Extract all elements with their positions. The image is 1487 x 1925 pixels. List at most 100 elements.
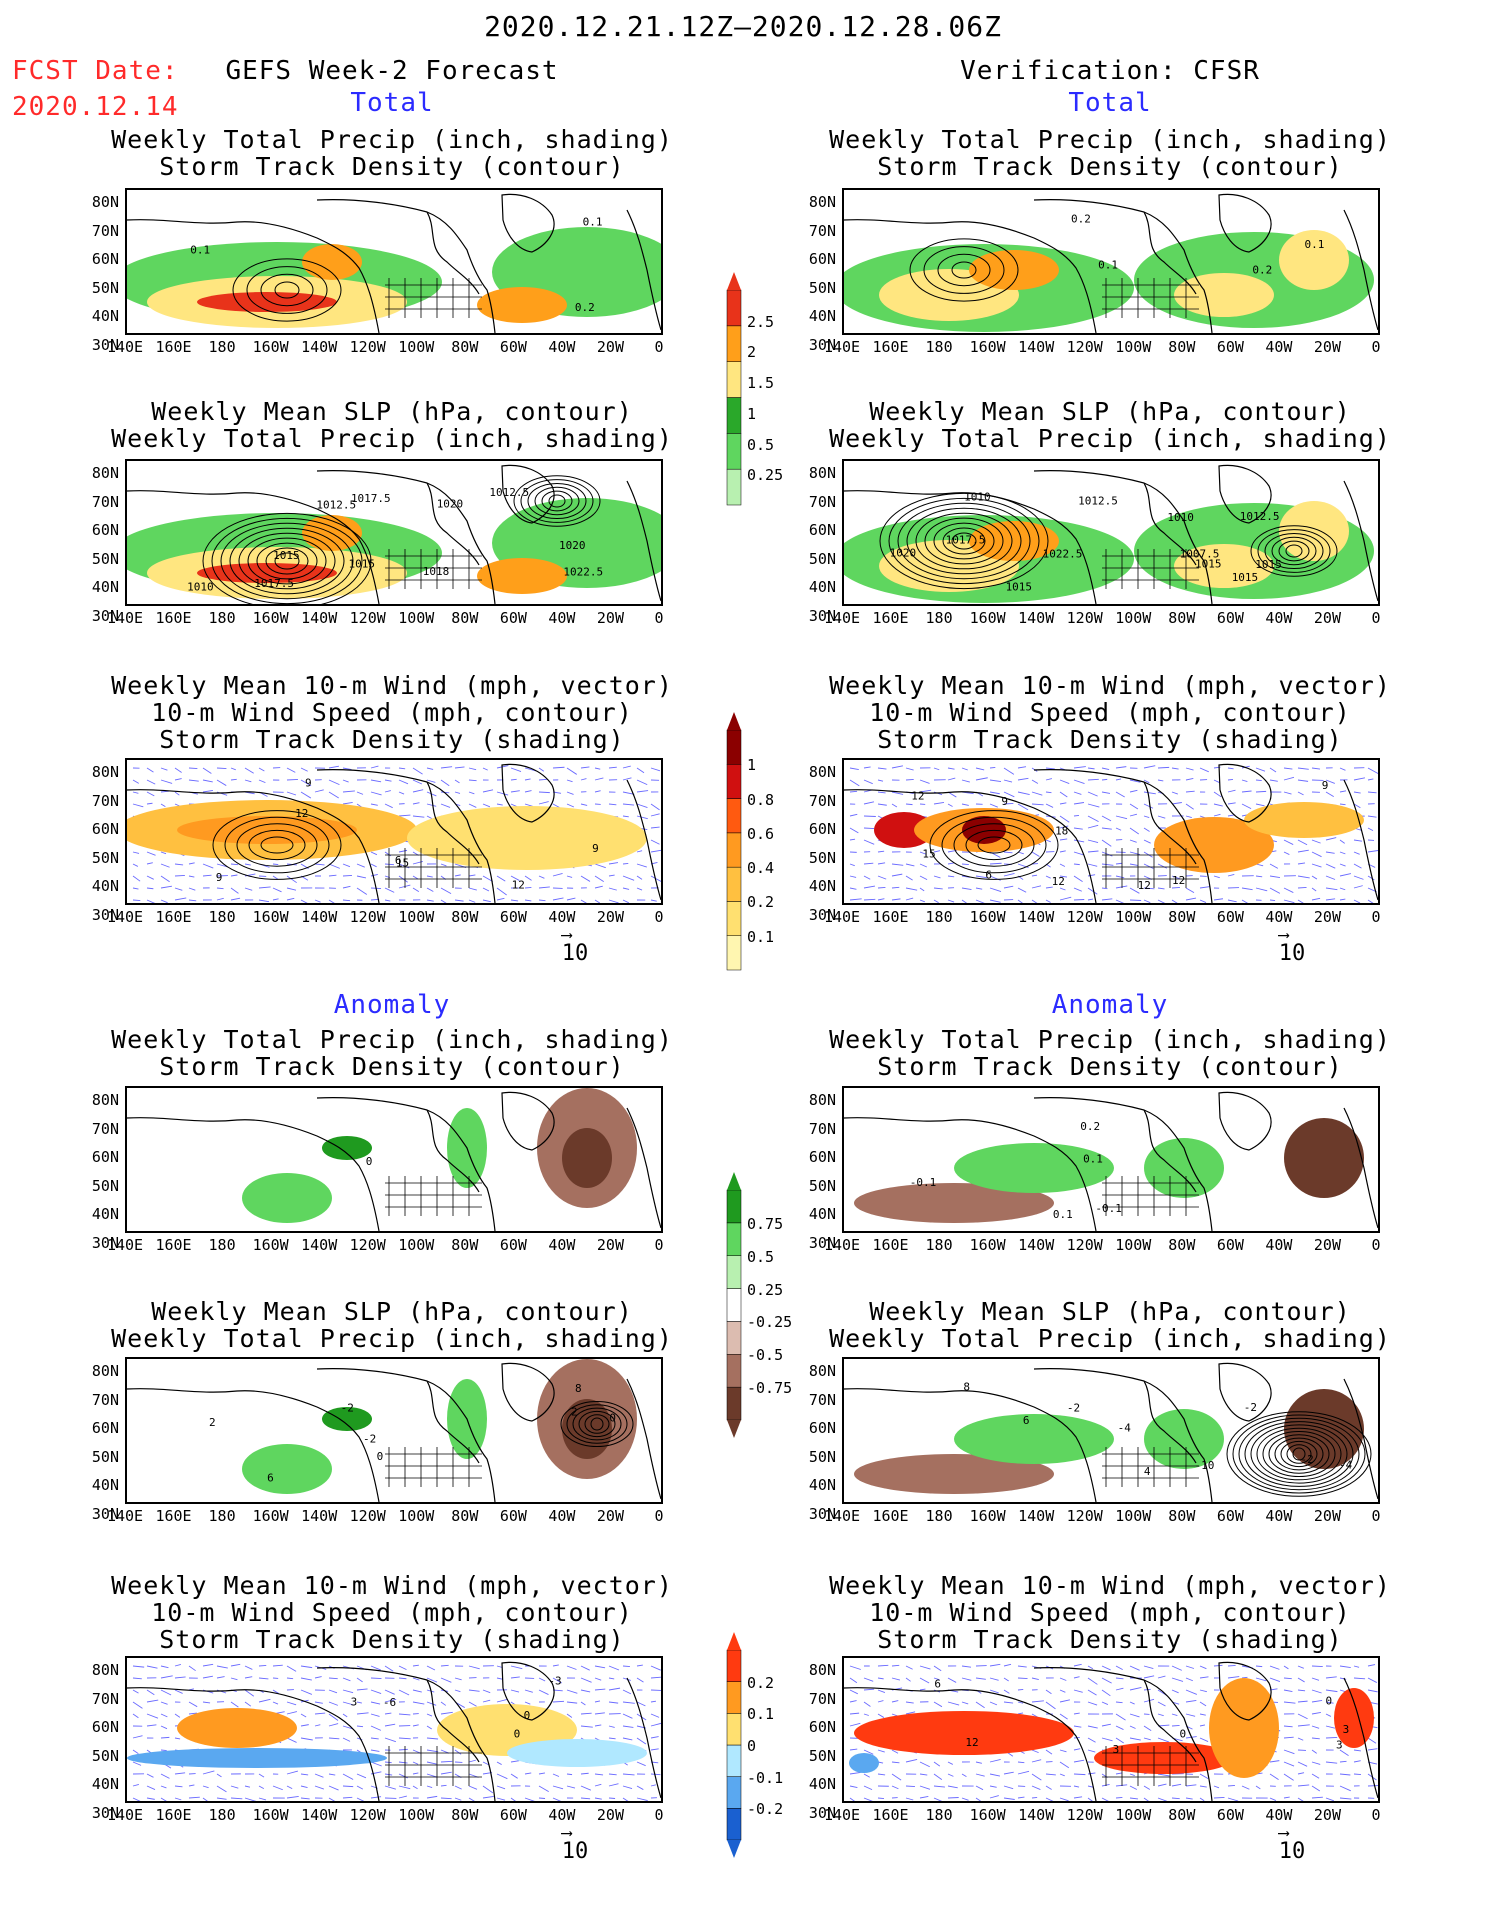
coastline (844, 1091, 1378, 1231)
precip-core-atlantic (1174, 273, 1274, 317)
lon-tick-label: 180 (208, 338, 236, 356)
lat-tick-label: 80N (808, 1661, 836, 1679)
storm-track-atlantic (1154, 817, 1274, 873)
contour-lines (202, 512, 372, 604)
lon-tick-label: 120W (1066, 1507, 1103, 1525)
contour-label: 6 (395, 854, 402, 867)
lon-tick-label: 40W (1265, 1236, 1293, 1254)
lon-tick-label: 120W (349, 609, 386, 627)
map-panel: 0.1 0.2 0.1 0.2 (842, 188, 1380, 335)
lon-tick-label: 140E (823, 609, 861, 627)
contour-label: -4 (1339, 1459, 1353, 1472)
contour-label: 1022.5 (563, 565, 603, 578)
lat-tick-label: 70N (91, 1689, 119, 1708)
colorbar-max-arrow (727, 712, 741, 730)
lat-tick-label: 50N (808, 1746, 836, 1765)
contour-label: 1015 (1195, 557, 1222, 570)
lon-tick-label: 80W (451, 908, 479, 926)
contour-label: 1017.5 (946, 533, 986, 546)
map-canvas: -4 -2 -10 6 -4 -2 8 4 -2 (844, 1362, 1378, 1502)
lon-tick-label: 160E (155, 1507, 192, 1525)
panel-title-line: Weekly Total Precip (inch, shading) (111, 1324, 673, 1353)
lon-tick-label: 180 (208, 1236, 236, 1254)
colorbar-label: 0.4 (747, 859, 775, 878)
lat-tick-label: 30N (91, 335, 119, 354)
lon-tick-label: 160W (252, 609, 289, 627)
lon-tick-label: 40W (1265, 1507, 1293, 1525)
storm-track-atlantic (407, 806, 647, 870)
contour-label: 8 (963, 1380, 970, 1393)
storm-deficit-atlantic (507, 1739, 647, 1767)
panel-title-line: Weekly Total Precip (inch, shading) (111, 125, 673, 154)
lat-tick-label: 40N (91, 578, 119, 596)
lat-tick-label: 60N (808, 1718, 836, 1736)
contour-label: 1022.5 (1043, 547, 1083, 560)
lon-tick-label: 160W (969, 908, 1006, 926)
colorbar-swatch (726, 1713, 742, 1746)
panel-title-line: Weekly Total Precip (inch, shading) (111, 1025, 673, 1054)
period-title: 2020.12.21.12Z—2020.12.28.06Z (484, 10, 1002, 43)
lat-tick-label: 80N (91, 1362, 119, 1380)
panel-title-line: Storm Track Density (contour) (159, 152, 625, 181)
contour-lines (232, 258, 342, 322)
lon-tick-label: 180 (925, 1507, 953, 1525)
left-column-title: GEFS Week-2 Forecast (225, 56, 559, 86)
vector-key-label: 10 (1278, 1839, 1306, 1864)
contour-label: -10 (1194, 1459, 1214, 1472)
panel-title: Weekly Total Precip (inch, shading) Storm… (111, 126, 673, 180)
lat-tick-label: 40N (808, 1775, 836, 1793)
map-panel: 1015 1017.5 1017.5 1015 1010 1012.5 1020 1020 10… (125, 459, 663, 606)
panel-title-line: 10-m Wind Speed (mph, contour) (151, 698, 633, 727)
lon-tick-label: 120W (349, 1507, 386, 1525)
lon-tick-label: 140E (823, 1507, 861, 1525)
europe-coast (1343, 779, 1378, 901)
lon-tick-label: 160E (872, 1806, 909, 1824)
lon-tick-label: 0 (1371, 1507, 1381, 1525)
precip-surplus-pacific (954, 1143, 1114, 1193)
colorbar-label: 0.1 (747, 1705, 775, 1724)
colorbar-swatch (726, 1222, 742, 1256)
lat-tick-label: 80N (91, 193, 119, 211)
precip-core-north-atlantic (1279, 501, 1349, 561)
contour-label: 0.1 (190, 243, 210, 256)
lat-tick-label: 40N (91, 1775, 119, 1793)
contour-label: 1012.5 (316, 499, 356, 512)
hudson-bay (426, 1380, 480, 1464)
contour-label: 6 (1023, 1414, 1030, 1427)
lon-tick-label: 180 (925, 1236, 953, 1254)
colorbar-precip-anomaly (726, 1172, 742, 1438)
lon-tick-label: 80W (451, 1806, 479, 1824)
north-america-coast (1033, 1667, 1213, 1801)
lat-tick-label: 50N (808, 1447, 836, 1466)
lat-tick-label: 70N (808, 1119, 836, 1138)
lon-tick-label: 0 (654, 338, 664, 356)
lat-tick-label: 80N (808, 1362, 836, 1380)
colorbar-label: 0.2 (747, 893, 775, 912)
colorbar-label: 1.5 (747, 374, 775, 393)
lon-tick-label: 140E (106, 338, 144, 356)
lon-tick-label: 180 (925, 1806, 953, 1824)
lon-tick-label: 160E (872, 338, 909, 356)
lon-tick-label: 140W (301, 1806, 338, 1824)
contour-label: 9 (592, 842, 599, 855)
precip-surplus-gulf (322, 1407, 372, 1431)
contour-labels: 1015 1017.5 1017.5 1015 1010 1012.5 1020 1020 10… (187, 486, 603, 594)
lon-tick-label: 100W (398, 1507, 435, 1525)
greenland-outline (501, 1091, 555, 1151)
lon-tick-label: 120W (349, 338, 386, 356)
colorbar-max-arrow (727, 272, 741, 290)
lon-tick-label: 140E (823, 1806, 861, 1824)
alaska-asia-coast (844, 1388, 1097, 1502)
panel-title-line: Weekly Mean 10-m Wind (mph, vector) (829, 671, 1391, 700)
lat-tick-label: 70N (91, 1390, 119, 1409)
lon-tick-label: 140W (301, 609, 338, 627)
contour-label: 0.1 (1053, 1208, 1073, 1221)
lon-tick-label: 60W (1216, 1806, 1244, 1824)
lat-tick-label: 80N (808, 193, 836, 211)
lon-tick-label: 60W (1216, 908, 1244, 926)
precip-core-atlantic (477, 287, 567, 323)
coastline (127, 1661, 661, 1801)
map-canvas: 3 6 3 12 0 3 0 (844, 1661, 1378, 1801)
north-america-coast (1033, 1097, 1213, 1231)
contour-labels: 9 12 15 9 6 12 9 (216, 776, 599, 891)
